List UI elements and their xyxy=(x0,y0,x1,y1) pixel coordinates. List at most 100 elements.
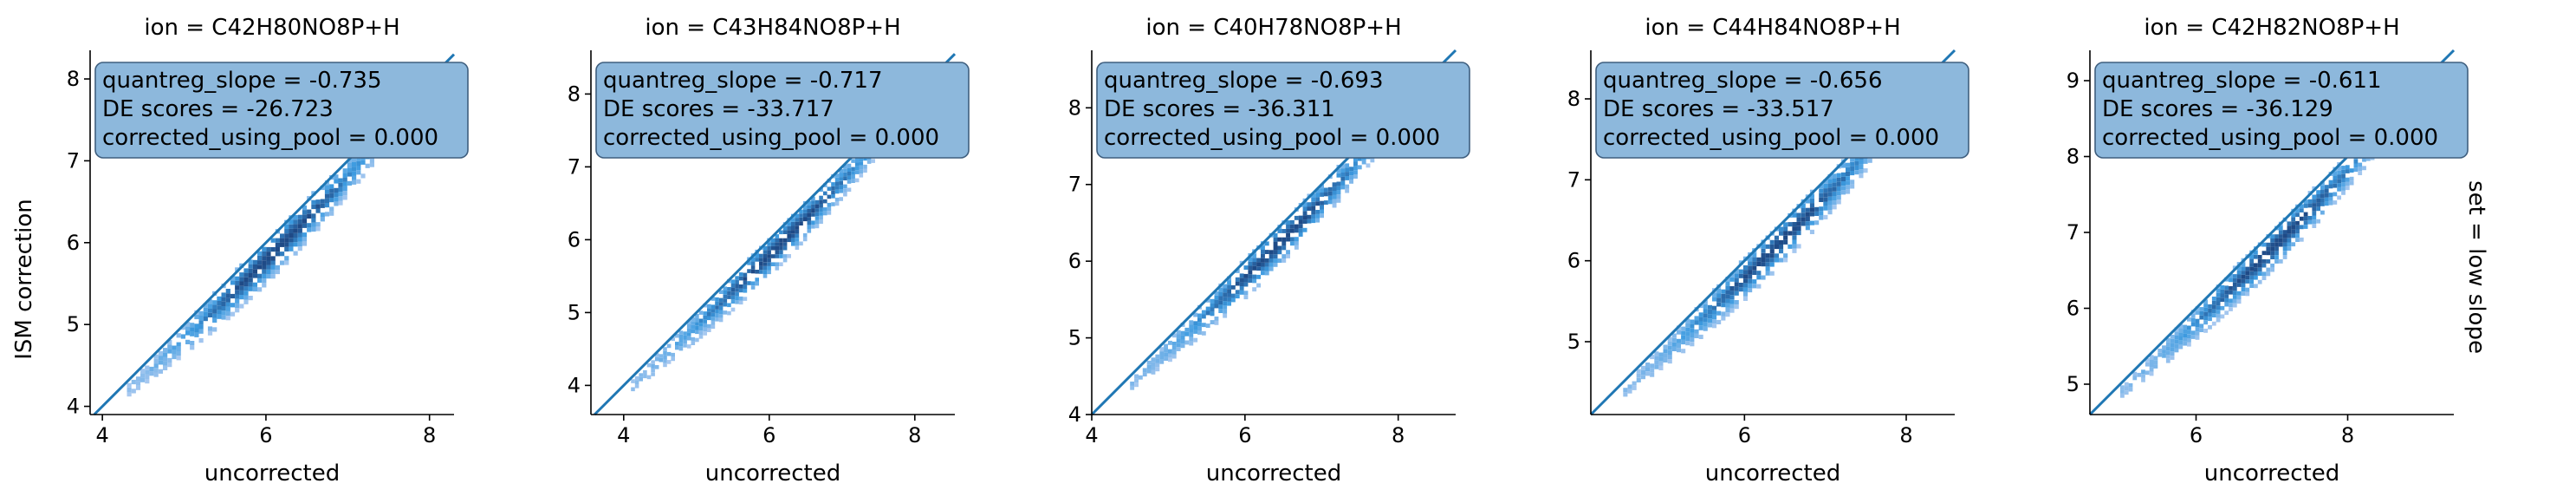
hexbin-cell xyxy=(2365,156,2371,161)
hexbin-cell xyxy=(262,265,267,270)
hexbin-cell xyxy=(2278,234,2283,238)
hexbin-cell xyxy=(703,327,707,332)
hexbin-cell xyxy=(1748,283,1753,288)
hexbin-cell xyxy=(2132,371,2138,376)
hexbin-cell xyxy=(2282,234,2287,238)
hexbin-cell xyxy=(262,246,267,252)
hexbin-cell xyxy=(1323,200,1328,205)
hexbin-cell xyxy=(1327,199,1333,205)
hexbin-cell xyxy=(787,254,791,258)
hexbin-cell xyxy=(654,365,659,369)
hexbin-cell xyxy=(1827,206,1833,211)
hexbin-cell xyxy=(1823,184,1828,189)
hexbin-cell xyxy=(190,345,195,350)
hexbin-cell xyxy=(750,281,756,286)
hexbin-cell xyxy=(1676,348,1681,353)
hexbin-cell xyxy=(1703,299,1708,304)
hexbin-cell xyxy=(1189,320,1194,325)
hexbin-cell xyxy=(2312,206,2317,212)
hexbin-cell xyxy=(293,251,298,256)
hexbin-cell xyxy=(293,232,298,238)
annotation-line: quantreg_slope = -0.693 xyxy=(1104,68,1384,94)
hexbin-cell xyxy=(651,363,655,369)
hexbin-cell xyxy=(243,299,249,304)
hexbin-cell xyxy=(1302,219,1307,224)
hexbin-cell xyxy=(811,200,815,205)
hexbin-cell xyxy=(2266,251,2271,256)
hexbin-cell xyxy=(289,238,294,243)
hexbin-cell xyxy=(1320,184,1324,189)
hexbin-cell xyxy=(293,228,298,233)
hexbin-cell xyxy=(1788,222,1793,227)
hexbin-cell xyxy=(1218,304,1223,310)
annotation-line: corrected_using_pool = 0.000 xyxy=(603,125,939,151)
hexbin-cell xyxy=(735,276,739,280)
hexbin-cell xyxy=(1261,245,1265,250)
hexbin-cell xyxy=(743,284,748,289)
hexbin-cell xyxy=(1239,286,1244,291)
hexbin-cell xyxy=(759,265,763,271)
hexbin-cell xyxy=(1218,296,1223,301)
hexbin-cell xyxy=(1690,342,1695,347)
hexbin-cell xyxy=(811,204,815,209)
hexbin-cell xyxy=(1370,158,1375,163)
hexbin-cell xyxy=(252,273,257,278)
hexbin-cell xyxy=(194,323,199,329)
hexbin-cell xyxy=(2241,271,2246,275)
hexbin-cell xyxy=(834,181,840,186)
hexbin-cell xyxy=(1256,283,1261,288)
hexbin-cell xyxy=(1315,213,1320,219)
x-axis-label: uncorrected xyxy=(204,461,341,487)
hexbin-cell xyxy=(1742,291,1748,297)
hexbin-cell xyxy=(1290,241,1294,246)
hexbin-cell xyxy=(823,199,827,204)
hexbin-cell xyxy=(1210,303,1215,308)
hexbin-cell xyxy=(750,261,756,265)
hexbin-cell xyxy=(2341,191,2346,195)
hexbin-cell xyxy=(823,207,827,212)
hexbin-cell xyxy=(1854,156,1859,161)
hexbin-cell xyxy=(1814,211,1820,216)
hexbin-cell xyxy=(2324,185,2329,189)
hexbin-cell xyxy=(1712,305,1717,310)
hexbin-cell xyxy=(275,238,280,243)
hexbin-cell xyxy=(1349,167,1353,172)
hexbin-cell xyxy=(2320,185,2325,190)
hexbin-cell xyxy=(2203,316,2208,321)
hexbin-cell xyxy=(1261,262,1265,267)
hexbin-cell xyxy=(1671,342,1677,347)
hexbin-cell xyxy=(248,296,253,301)
hexbin-cell xyxy=(1769,249,1775,254)
hexbin-cell xyxy=(320,199,325,204)
hexbin-cell xyxy=(762,265,768,271)
hexbin-cell xyxy=(1663,344,1668,349)
y-tick-label: 7 xyxy=(2067,220,2080,245)
hexbin-cell xyxy=(1193,325,1198,330)
hexbin-cell xyxy=(217,296,222,301)
hexbin-cell xyxy=(1698,325,1703,330)
hexbin-cell xyxy=(342,168,347,173)
hexbin-cell xyxy=(1703,304,1708,309)
hexbin-cell xyxy=(248,259,253,265)
hexbin-cell xyxy=(221,310,226,316)
hexbin-cell xyxy=(2320,198,2325,202)
hexbin-cell xyxy=(262,283,267,288)
hexbin-cell xyxy=(1252,258,1257,263)
hexbin-cell xyxy=(1273,241,1278,246)
hexbin-cell xyxy=(1223,288,1228,293)
hexbin-cell xyxy=(153,358,159,364)
hexbin-cell xyxy=(1184,327,1190,332)
hexbin-cell xyxy=(284,224,289,230)
hexbin-cell xyxy=(1168,357,1172,363)
hexbin-cell xyxy=(1819,211,1824,216)
hexbin-cell xyxy=(1627,384,1632,389)
hexbin-cell xyxy=(683,343,687,348)
hexbin-cell xyxy=(1850,161,1855,167)
hexbin-cell xyxy=(270,269,276,275)
hexbin-cell xyxy=(847,172,852,176)
hexbin-cell xyxy=(1252,278,1257,284)
hexbin-cell xyxy=(352,180,357,185)
hexbin-cell xyxy=(683,331,687,336)
hexbin-cell xyxy=(163,356,168,362)
